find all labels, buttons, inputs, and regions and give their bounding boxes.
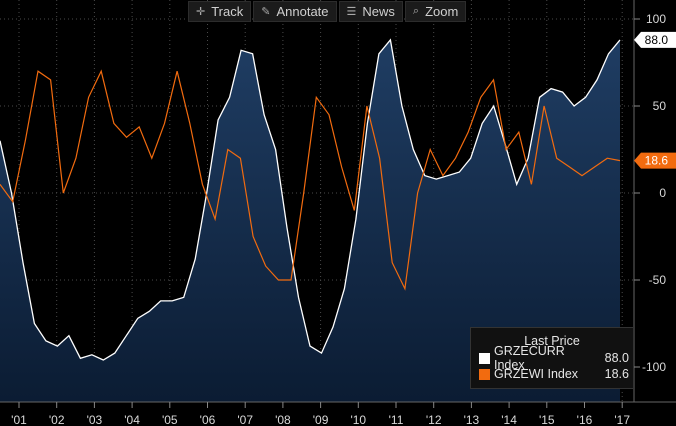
x-tick-label: '06	[200, 413, 216, 426]
x-tick-label: '17	[614, 413, 630, 426]
x-tick-label: '09	[313, 413, 329, 426]
area-fill-grzecurr	[0, 39, 620, 403]
news-label: News	[362, 4, 395, 19]
track-label: Track	[211, 4, 244, 19]
price-tag-grzewi: 18.6	[634, 152, 676, 169]
x-tick-label: '02	[49, 413, 65, 426]
x-tick-label: '14	[501, 413, 517, 426]
legend-title: Last Price	[524, 334, 580, 348]
legend-swatch-grzewi	[479, 368, 490, 380]
legend-item-grzewi[interactable]: GRZEWI Index 18.6	[471, 366, 633, 382]
y-tick-label: 100	[646, 12, 666, 26]
x-tick-label: '12	[426, 413, 442, 426]
x-tick-label: '10	[350, 413, 366, 426]
magnifier-icon: ⌕	[412, 5, 420, 17]
x-tick-label: '16	[577, 413, 593, 426]
annotate-button[interactable]: ✎ Annotate	[253, 1, 337, 22]
x-tick-label: '11	[389, 413, 404, 426]
price-tag-grzecurr: 88.0	[634, 31, 676, 48]
series-line-grzecurr	[0, 38, 621, 361]
legend-name-grzecurr: GRZECURR Index	[494, 344, 565, 372]
legend-value-grzecurr: 88.0	[604, 351, 629, 365]
zoom-label: Zoom	[425, 4, 459, 19]
price-tag-label: 18.6	[645, 154, 669, 168]
x-tick-label: '04	[124, 413, 140, 426]
crosshair-icon: ✛	[196, 6, 206, 18]
x-tick-label: '05	[162, 413, 178, 426]
x-tick-label: '15	[539, 413, 555, 426]
news-icon: ☰	[346, 6, 357, 18]
x-tick-label: '01	[11, 413, 27, 426]
zoom-button[interactable]: ⌕ Zoom	[404, 1, 467, 22]
chart-toolbar: ✛ Track ✎ Annotate ☰ News ⌕ Zoom	[188, 1, 467, 22]
x-tick-label: '13	[464, 413, 480, 426]
x-tick-label: '08	[275, 413, 291, 426]
legend-value-grzewi: 18.6	[604, 367, 629, 381]
legend-name-grzewi: GRZEWI Index	[494, 367, 579, 381]
price-tag-label: 88.0	[645, 33, 669, 47]
annotate-label: Annotate	[276, 4, 329, 19]
y-axis-ticks: 100 50 0 -50 -100	[634, 12, 666, 374]
y-tick-label: -50	[649, 273, 667, 287]
y-tick-label: 0	[659, 186, 666, 200]
track-button[interactable]: ✛ Track	[188, 1, 252, 22]
x-tick-label: '07	[237, 413, 253, 426]
news-button[interactable]: ☰ News	[338, 1, 403, 22]
x-tick-label: '03	[87, 413, 103, 426]
pencil-icon: ✎	[261, 6, 271, 18]
y-tick-label: 50	[653, 99, 667, 113]
series-line-grzewi	[0, 69, 621, 291]
legend-swatch-grzecurr	[479, 352, 490, 364]
y-tick-label: -100	[642, 360, 666, 374]
legend-box: Last Price GRZECURR Index 88.0 GRZEWI In…	[470, 327, 634, 389]
x-axis-ticks: '01 '02 '03 '04 '05 '06 '07 '08 '09 '10 '11 '12 '13 '…	[11, 402, 630, 426]
legend-item-grzecurr[interactable]: GRZECURR Index 88.0	[471, 344, 633, 372]
last-price-tags: 88.0 18.6	[634, 31, 676, 169]
